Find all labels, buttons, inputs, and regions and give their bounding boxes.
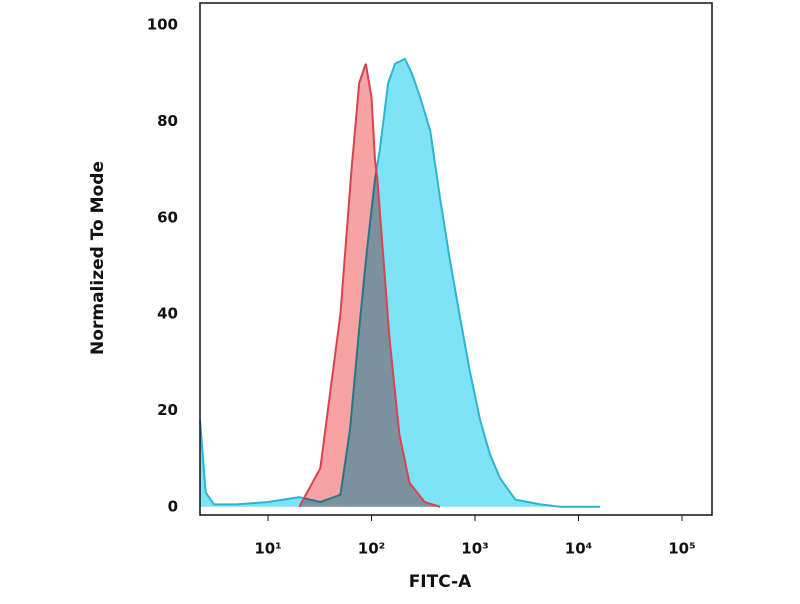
area-fill bbox=[299, 63, 441, 507]
y-tick-label: 20 bbox=[157, 401, 178, 419]
y-axis-label: Normalized To Mode bbox=[88, 161, 108, 355]
x-tick-label: 10¹ bbox=[254, 540, 281, 558]
x-tick-label: 10³ bbox=[461, 540, 488, 558]
x-axis-label: FITC-A bbox=[409, 572, 472, 592]
area-fill bbox=[200, 58, 601, 507]
y-tick-label: 0 bbox=[168, 497, 178, 515]
x-tick-label: 10⁴ bbox=[565, 540, 592, 558]
y-tick-label: 40 bbox=[157, 305, 178, 323]
plot-area bbox=[199, 57, 601, 508]
y-tick-label: 80 bbox=[157, 112, 178, 130]
x-tick-label: 10⁵ bbox=[668, 540, 695, 558]
y-tick-label: 60 bbox=[157, 208, 178, 226]
x-tick-label: 10² bbox=[358, 540, 385, 558]
series-line bbox=[298, 63, 441, 508]
series-line bbox=[199, 57, 601, 508]
plot-frame bbox=[199, 2, 713, 516]
y-tick-label: 100 bbox=[147, 16, 178, 34]
